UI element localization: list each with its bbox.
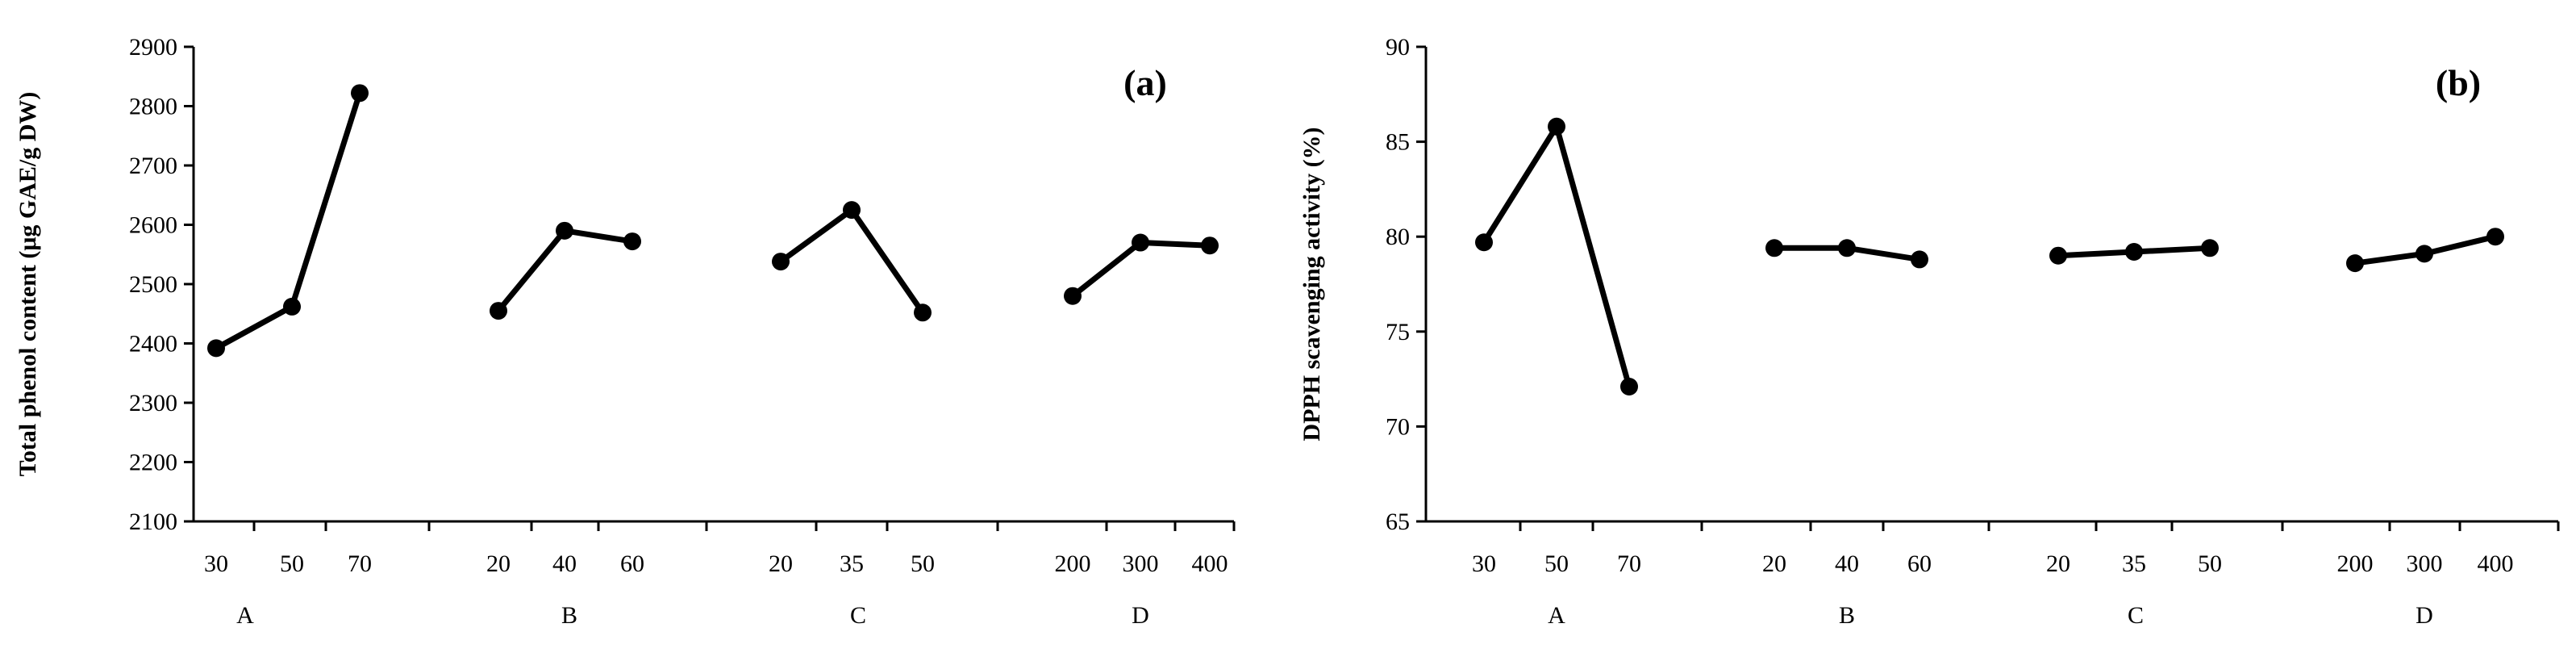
data-point-A-70 (351, 84, 369, 103)
y-tick-label: 2200 (129, 450, 177, 476)
x-tick-label: 20 (2046, 550, 2070, 577)
x-tick-label: 70 (348, 550, 372, 577)
data-point-C-35 (843, 201, 861, 220)
x-tick-label: 20 (1762, 550, 1786, 577)
x-tick-label: 35 (2122, 550, 2146, 577)
y-tick-label: 2100 (129, 508, 177, 535)
y-tick-label: 2300 (129, 390, 177, 416)
x-tick-label: 35 (840, 550, 864, 577)
data-point-B-40 (556, 221, 573, 240)
data-point-D-400 (2486, 228, 2504, 246)
y-tick-label: 80 (1386, 224, 1410, 250)
data-point-C-50 (2201, 239, 2219, 257)
y-tick-label: 2400 (129, 331, 177, 358)
y-tick-label: 75 (1386, 319, 1410, 345)
y-tick-label: 2700 (129, 153, 177, 179)
data-point-D-300 (2416, 245, 2433, 263)
data-point-D-400 (1201, 236, 1219, 255)
x-tick-label: 40 (552, 550, 577, 577)
factor-label-D: D (2416, 602, 2433, 629)
x-tick-label: 400 (2478, 550, 2514, 577)
x-tick-label: 60 (620, 550, 644, 577)
y-tick-label: 70 (1386, 413, 1410, 440)
x-tick-label: 30 (1472, 550, 1496, 577)
data-point-B-40 (1838, 239, 1856, 257)
data-point-C-50 (914, 303, 932, 322)
x-tick-label: 200 (1055, 550, 1091, 577)
factor-label-C: C (850, 602, 866, 629)
data-point-A-30 (1475, 233, 1493, 252)
data-point-B-60 (1911, 250, 1928, 269)
factor-label-D: D (1132, 602, 1149, 629)
data-point-D-200 (1064, 287, 1082, 305)
x-tick-label: 50 (2198, 550, 2222, 577)
x-tick-label: 20 (769, 550, 793, 577)
data-point-B-20 (490, 302, 507, 320)
panel-label: (b) (2436, 62, 2481, 103)
data-point-A-30 (207, 339, 225, 358)
data-point-B-20 (1765, 239, 1783, 257)
chart-panel-b: 65 70 75 80 85 90 DPPH scavenging activity (%)… (1298, 34, 2560, 629)
series-line-A (1482, 123, 1632, 387)
data-point-A-70 (1620, 378, 1638, 396)
x-tick-label: 70 (1617, 550, 1641, 577)
factor-label-A: A (1548, 602, 1565, 629)
x-tick-label: 60 (1907, 550, 1932, 577)
x-tick-label: 50 (911, 550, 935, 577)
x-tick-label: 300 (1123, 550, 1159, 577)
x-tick-label: 20 (486, 550, 511, 577)
data-point-A-50 (1548, 117, 1565, 136)
factor-label-B: B (1839, 602, 1855, 629)
y-axis-title: DPPH scavenging activity (%) (1298, 127, 1325, 441)
y-tick-label: 85 (1386, 129, 1410, 156)
factor-label-A: A (236, 602, 254, 629)
data-point-A-50 (283, 297, 301, 316)
series-line-B (496, 228, 633, 313)
x-tick-label: 30 (204, 550, 228, 577)
y-tick-label: 2600 (129, 212, 177, 239)
data-point-D-200 (2346, 254, 2364, 273)
chart-panel-a: 2100 2200 2300 2400 2500 2600 2700 2800 2900 Tota… (15, 34, 1236, 629)
data-point-C-20 (2049, 246, 2067, 265)
y-tick-label: 2500 (129, 271, 177, 298)
y-tick-label: 90 (1386, 34, 1410, 61)
y-tick-label: 2800 (129, 94, 177, 120)
data-point-B-60 (623, 232, 641, 251)
panel-label: (a) (1123, 62, 1167, 103)
x-tick-label: 40 (1835, 550, 1859, 577)
data-point-C-20 (772, 253, 790, 271)
data-point-D-300 (1132, 233, 1149, 252)
x-tick-label: 200 (2337, 550, 2374, 577)
factor-label-C: C (2128, 602, 2144, 629)
x-tick-label: 50 (280, 550, 304, 577)
x-tick-label: 300 (2407, 550, 2443, 577)
y-tick-label: 65 (1386, 508, 1410, 535)
factor-label-B: B (561, 602, 577, 629)
data-point-C-35 (2125, 243, 2143, 262)
x-tick-label: 50 (1544, 550, 1569, 577)
y-tick-label: 2900 (129, 34, 177, 61)
x-tick-label: 400 (1192, 550, 1228, 577)
y-axis-title: Total phenol content (μg GAE/g DW) (15, 92, 41, 477)
series-line-C (778, 207, 925, 315)
